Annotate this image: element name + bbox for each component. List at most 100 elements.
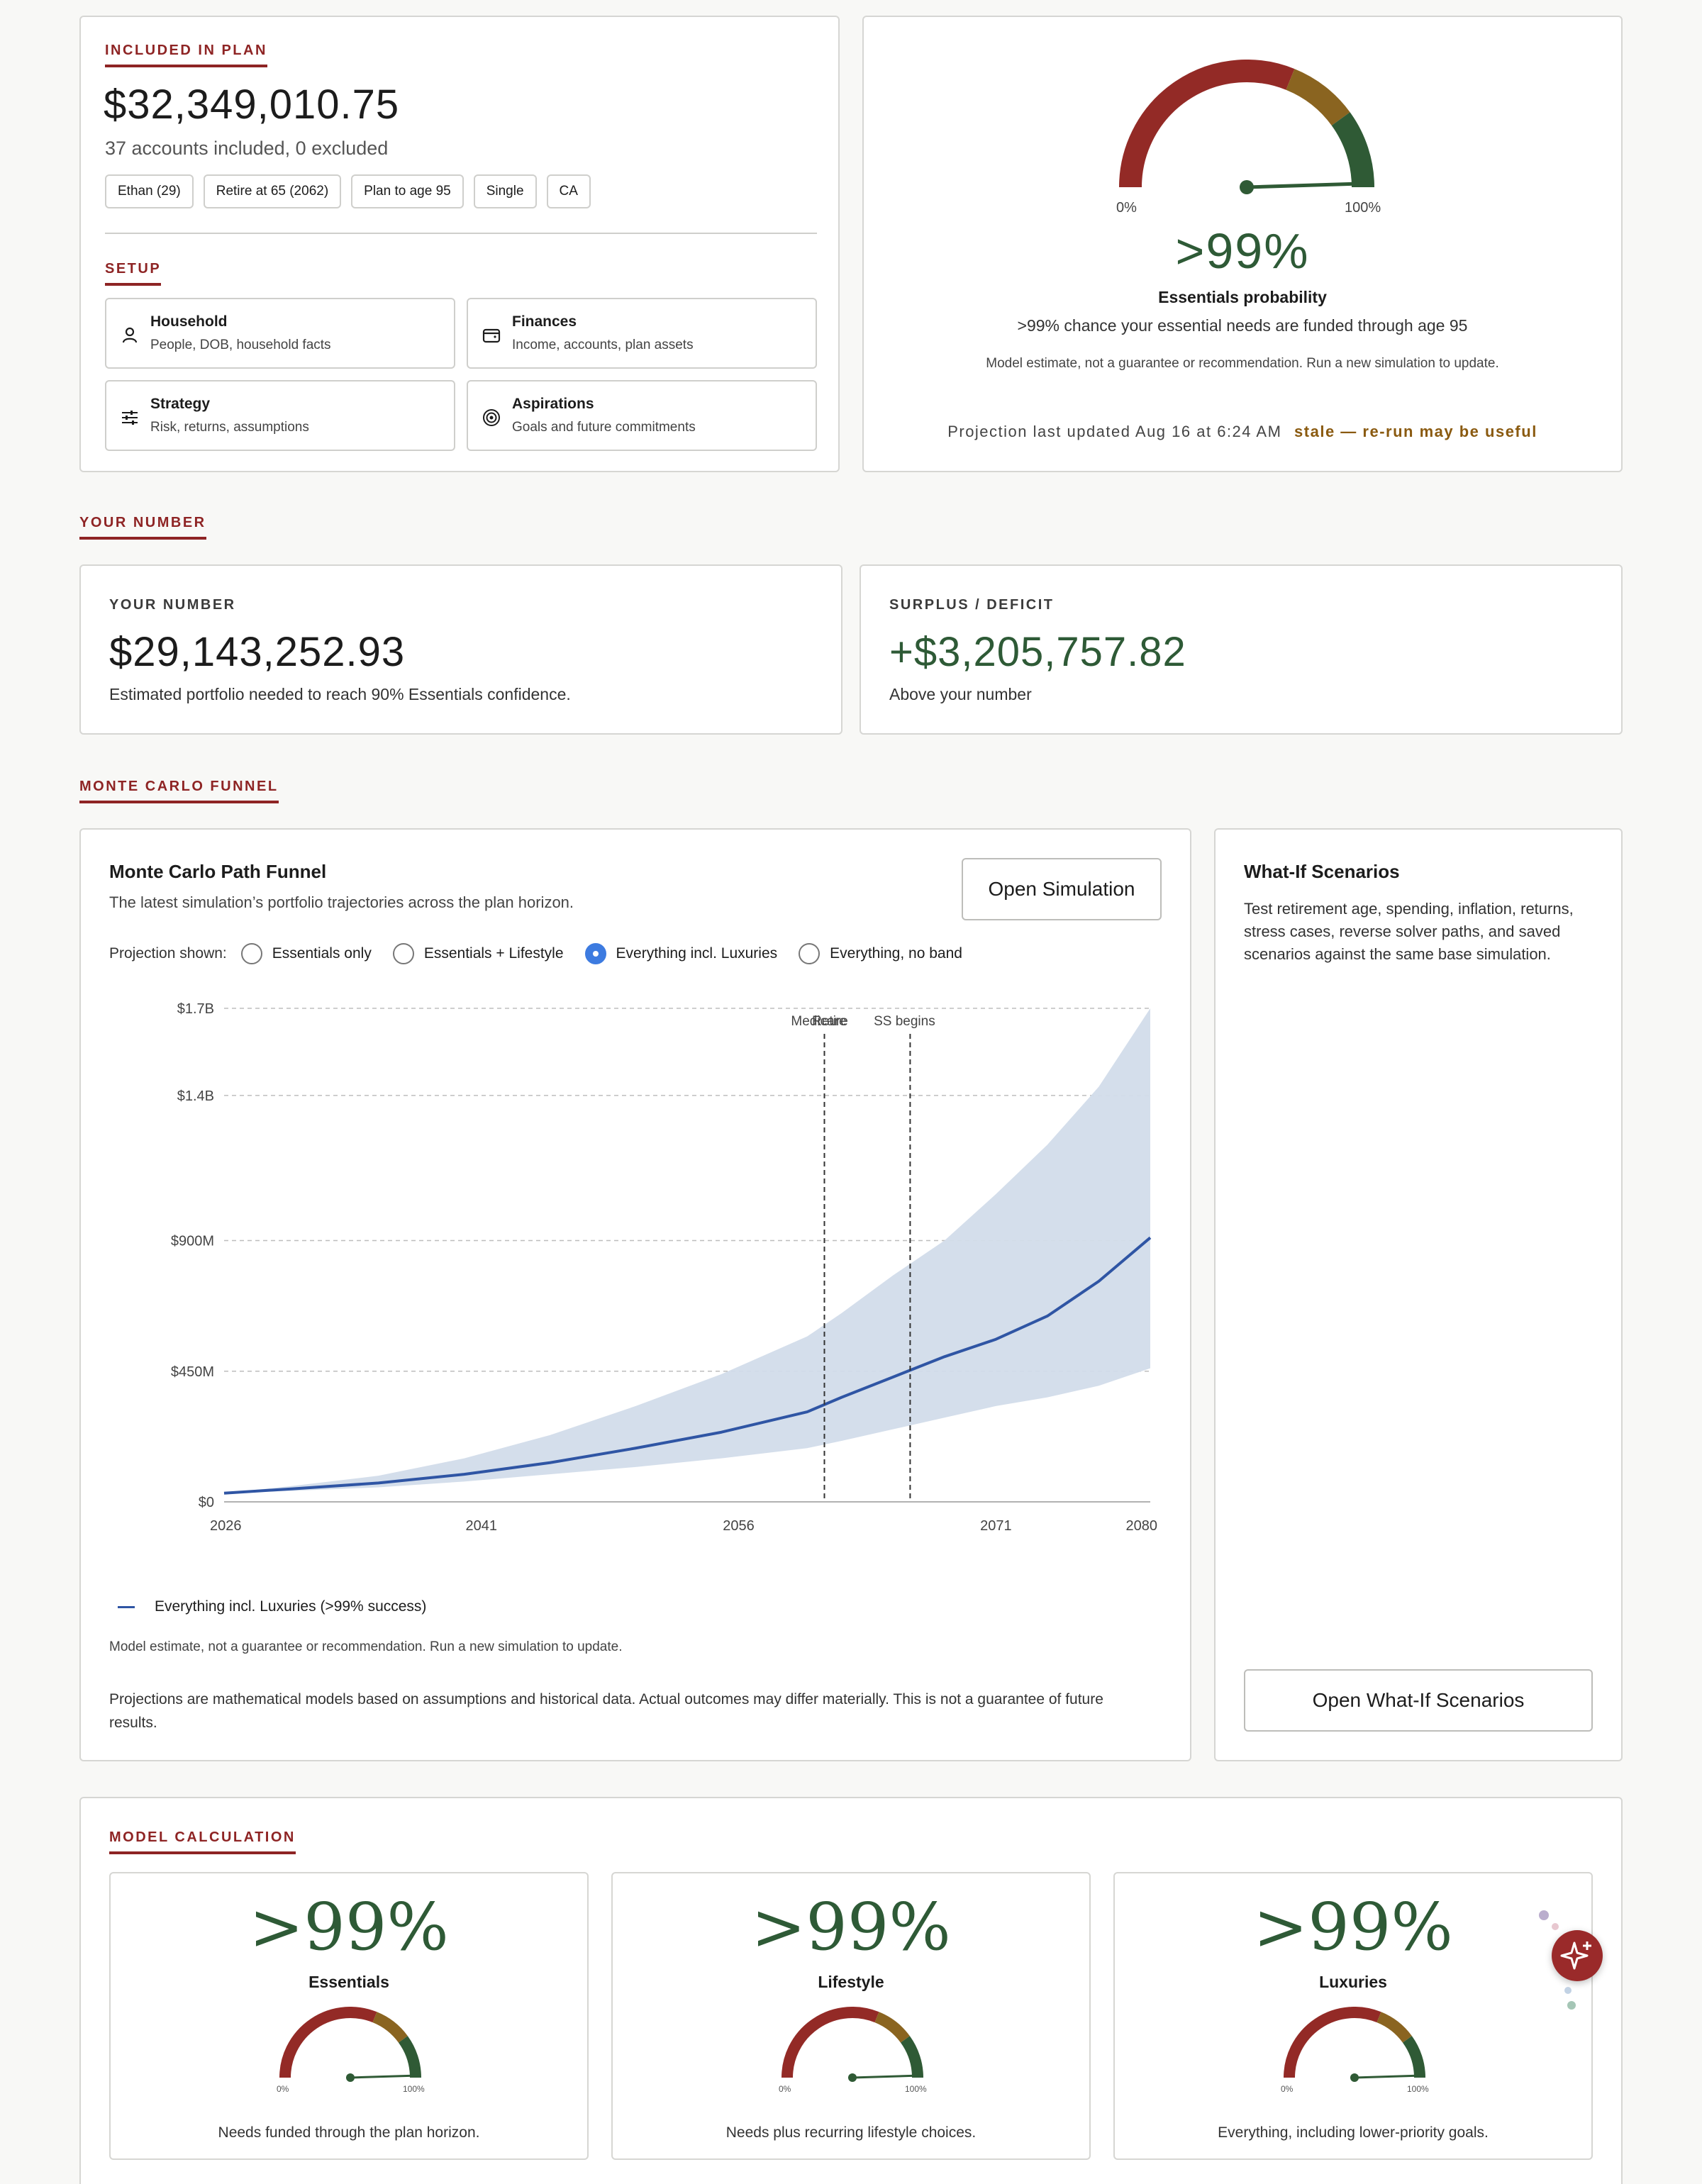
legend-label: Everything incl. Luxuries (>99% success) [155,1598,427,1615]
projection-label: Projection shown: [109,945,227,962]
probability-title: Essentials probability [1158,288,1327,306]
radio-everything-luxuries[interactable]: Everything incl. Luxuries [584,943,777,964]
funnel-title: Monte Carlo Path Funnel [109,861,327,882]
percentile-band [224,1008,1150,1493]
funnel-eyebrow: MONTE CARLO FUNNEL [79,779,279,803]
y-tick-label: $0 [199,1495,214,1510]
radio-dot[interactable] [799,943,821,964]
model-essentials-desc: Needs funded through the plan horizon. [218,2124,480,2141]
setup-finances[interactable]: Finances Income, accounts, plan assets [467,298,817,369]
radio-dot[interactable] [392,943,414,964]
gauge-green-segment [1402,2036,1425,2078]
x-tick-label: 2041 [466,1518,498,1534]
chart-legend: Everything incl. Luxuries (>99% success) [118,1598,426,1615]
gauge-max-label: 100% [905,2084,927,2094]
setup-aspirations-title: Aspirations [512,396,594,412]
radio-label: Essentials only [272,945,372,962]
surplus-desc: Above your number [889,685,1032,703]
decor-dot [1552,1923,1559,1930]
gauge-hub [848,2073,857,2082]
radio-label: Everything, no band [830,945,962,962]
gauge-max-label: 100% [1345,200,1381,216]
your-number-value: $29,143,252.93 [109,629,406,675]
your-number-eyebrow: YOUR NUMBER [79,515,206,540]
setup-finances-desc: Income, accounts, plan assets [512,338,694,352]
model-card-essentials: >99% Essentials 0% 100% Needs funded thro… [109,1872,589,2160]
y-tick-label: $450M [171,1364,214,1380]
model-luxuries-desc: Everything, including lower-priority goa… [1218,2124,1489,2141]
funnel-subtitle: The latest simulation’s portfolio trajec… [109,893,574,911]
decor-dot [1564,1987,1572,1994]
y-tick-label: $1.4B [177,1088,214,1104]
radio-dot-selected[interactable] [584,943,606,964]
probability-description: >99% chance your essential needs are fun… [1017,316,1468,335]
radio-label: Essentials + Lifestyle [423,945,564,962]
gauge-red-segment [279,2007,377,2078]
model-lifestyle-value: >99% [751,1889,951,1965]
whatif-title: What-If Scenarios [1244,861,1400,882]
person-icon [122,327,138,343]
projection-selector: Projection shown: Essentials only Essent… [109,943,984,964]
mini-gauge: 0% 100% [1281,2007,1429,2094]
decor-dot [1539,1910,1549,1920]
model-lifestyle-desc: Needs plus recurring lifestyle choices. [725,2124,977,2141]
model-luxuries-label: Luxuries [1319,1973,1387,1991]
your-number-label: YOUR NUMBER [109,597,236,613]
x-tick-label: 2056 [723,1518,755,1534]
divider [105,233,817,234]
surplus-card: SURPLUS / DEFICIT +$3,205,757.82 Above y… [860,564,1623,735]
open-whatif-button[interactable]: Open What-If Scenarios [1244,1669,1593,1732]
x-tick-label: 2071 [980,1518,1012,1534]
gauge-red-segment [782,2007,879,2078]
plan-chips: Ethan (29) Retire at 65 (2062) Plan to age… [105,174,601,208]
your-number-desc: Estimated portfolio needed to reach 90% … [109,685,571,703]
radio-essentials-only[interactable]: Essentials only [240,943,372,964]
sparkle-icon [1560,1941,1591,1970]
x-tick-label: 2080 [1126,1518,1158,1534]
model-card-luxuries: >99% Luxuries 0% 100% Everything, includi… [1113,1872,1593,2160]
probability-disclaimer: Model estimate, not a guarantee or recom… [986,356,1499,371]
event-label: Medicare [791,1014,846,1029]
plan-eyebrow: INCLUDED IN PLAN [105,43,267,67]
radio-everything-no-band[interactable]: Everything, no band [799,943,962,964]
model-card-lifestyle: >99% Lifestyle 0% 100% Needs plus recurri… [611,1872,1091,2160]
open-simulation-button[interactable]: Open Simulation [962,858,1162,920]
plan-total: $32,349,010.75 [104,82,400,128]
event-label: SS begins [874,1014,935,1029]
setup-household[interactable]: Household People, DOB, household facts [105,298,455,369]
plan-accounts: 37 accounts included, 0 excluded [105,138,389,159]
setup-aspirations-desc: Goals and future commitments [512,420,696,435]
gauge-green-segment [398,2036,421,2078]
median-line [223,1236,1152,1495]
y-tick-label: $1.7B [177,1001,214,1017]
projection-updated: Projection last updated Aug 16 at 6:24 A… [947,423,1282,440]
gauge-needle [1246,182,1367,189]
setup-household-title: Household [150,313,228,330]
stale-badge: stale — re-run may be useful [1294,423,1537,440]
chip-filing: Single [473,174,537,208]
surplus-label: SURPLUS / DEFICIT [889,597,1055,613]
setup-household-desc: People, DOB, household facts [150,338,331,352]
plan-card: INCLUDED IN PLAN $32,349,010.75 37 accou… [79,16,840,472]
gauge-red-segment [1284,2007,1381,2078]
chip-plan-age: Plan to age 95 [351,174,464,208]
chip-retire: Retire at 65 (2062) [203,174,342,208]
setup-aspirations[interactable]: Aspirations Goals and future commitments [467,380,817,451]
funnel-disclaimer: Model estimate, not a guarantee or recom… [109,1639,623,1654]
x-tick-label: 2026 [210,1518,242,1534]
radio-dot[interactable] [240,943,262,964]
whatif-card [1214,828,1623,1761]
gauge-hub [1240,180,1254,194]
setup-strategy[interactable]: Strategy Risk, returns, assumptions [105,380,455,451]
legend-swatch [118,1605,135,1608]
mini-gauge: 0% 100% [779,2007,927,2094]
chip-state: CA [546,174,591,208]
gauge-max-label: 100% [403,2084,425,2094]
funnel-footnote: Projections are mathematical models base… [109,1691,1103,1731]
assistant-fab[interactable] [1552,1930,1603,1981]
gauge-amber-segment [372,2012,408,2043]
radio-essentials-lifestyle[interactable]: Essentials + Lifestyle [392,943,564,964]
gauge-hub [346,2073,355,2082]
gauge-max-label: 100% [1407,2084,1429,2094]
